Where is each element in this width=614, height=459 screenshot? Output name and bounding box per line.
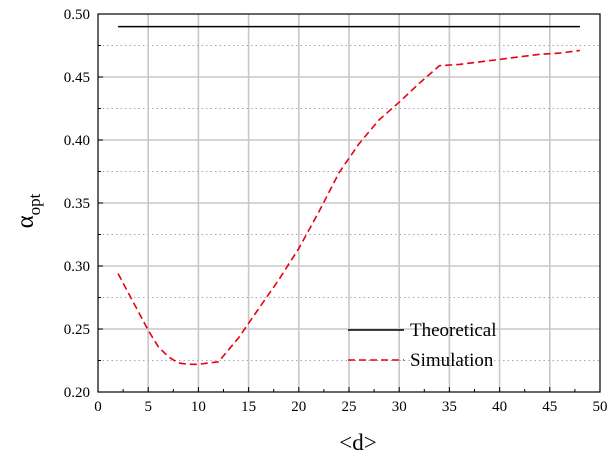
x-tick-label: 0 xyxy=(94,399,102,415)
y-tick-label: 0.35 xyxy=(64,196,90,212)
legend-label: Theoretical xyxy=(410,320,497,341)
y-tick-label: 0.50 xyxy=(64,7,90,23)
y-tick-label: 0.30 xyxy=(64,259,90,275)
y-tick-label: 0.40 xyxy=(64,133,90,149)
legend: Theoretical Simulation xyxy=(348,320,497,371)
x-tick-label: 40 xyxy=(492,399,507,415)
axis-ticks: 0 5 10 15 20 25 30 35 40 45 50 0.20 0.25 0.30 0.35 0.40… xyxy=(64,7,608,415)
x-tick-label: 45 xyxy=(542,399,557,415)
x-axis-label: <d> xyxy=(339,430,376,455)
x-tick-label: 25 xyxy=(342,399,357,415)
grid xyxy=(98,14,600,392)
series-group xyxy=(117,25,581,366)
y-tick-label: 0.25 xyxy=(64,322,90,338)
legend-label: Simulation xyxy=(410,350,494,371)
y-axis-label-base: α xyxy=(12,215,39,228)
y-tick-label: 0.20 xyxy=(64,385,90,401)
x-tick-label: 20 xyxy=(291,399,306,415)
x-tick-label: 15 xyxy=(241,399,256,415)
x-tick-label: 30 xyxy=(392,399,407,415)
series-line-simulation xyxy=(117,49,581,366)
y-tick-label: 0.45 xyxy=(64,70,90,86)
x-tick-label: 50 xyxy=(593,399,608,415)
x-tick-label: 5 xyxy=(144,399,152,415)
y-axis-label: αopt xyxy=(12,193,44,228)
x-tick-label: 10 xyxy=(191,399,206,415)
y-axis-label-subscript: opt xyxy=(25,193,44,215)
x-tick-label: 35 xyxy=(442,399,457,415)
